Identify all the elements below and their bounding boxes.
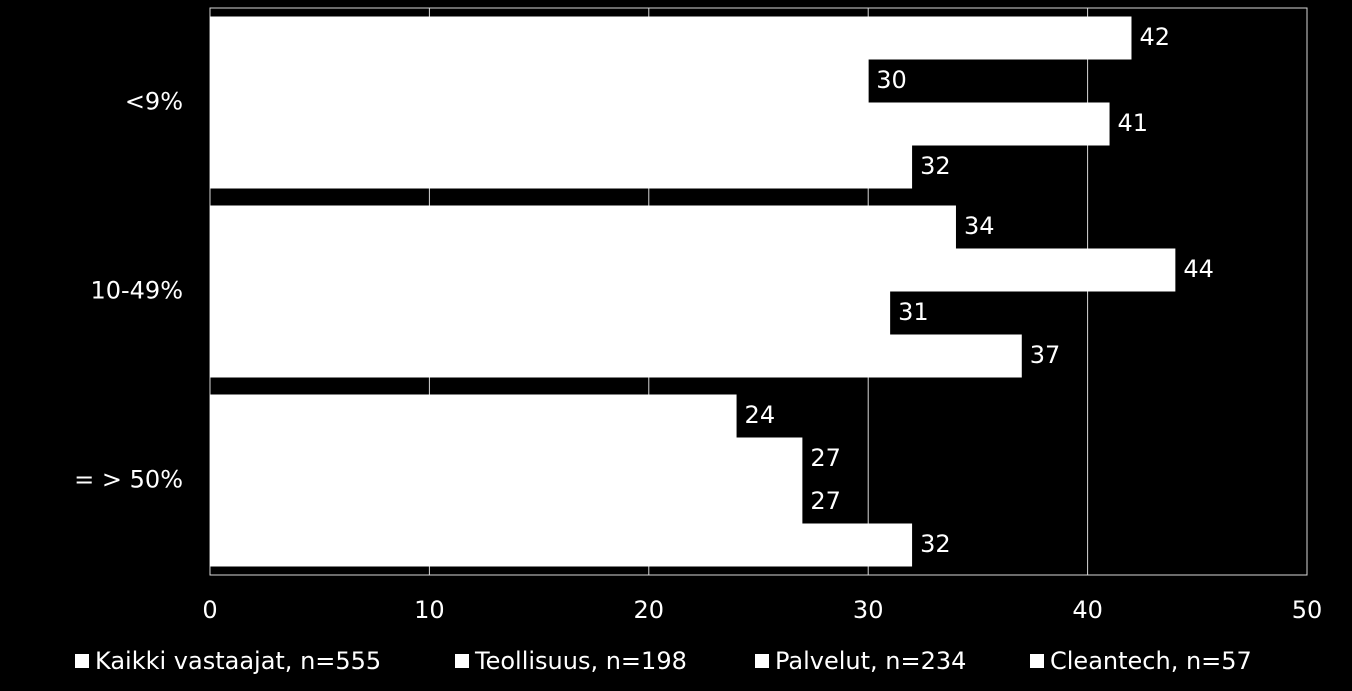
bar [210, 334, 1022, 378]
legend-label: Teollisuus, n=198 [474, 647, 687, 675]
data-label: 24 [745, 401, 776, 429]
bar [210, 523, 913, 567]
data-label: 32 [920, 530, 951, 558]
bar [210, 394, 737, 438]
data-label: 34 [964, 212, 995, 240]
bar [210, 102, 1110, 146]
data-label: 31 [898, 298, 929, 326]
legend-label: Kaikki vastaajat, n=555 [95, 647, 381, 675]
y-tick-label: = > 50% [74, 466, 183, 494]
data-label: 37 [1030, 341, 1061, 369]
bar [210, 205, 956, 249]
bar [210, 291, 891, 335]
data-label: 32 [920, 152, 951, 180]
x-tick-label: 0 [202, 596, 217, 624]
bar [210, 145, 913, 189]
data-label: 27 [810, 487, 841, 515]
data-label: 44 [1183, 255, 1214, 283]
legend-label: Palvelut, n=234 [775, 647, 966, 675]
bar [210, 16, 1132, 60]
x-tick-label: 40 [1072, 596, 1103, 624]
y-tick-label: <9% [125, 88, 183, 116]
x-tick-label: 50 [1292, 596, 1323, 624]
bar [210, 437, 803, 481]
x-tick-label: 10 [414, 596, 445, 624]
x-tick-label: 30 [853, 596, 884, 624]
data-label: 30 [876, 66, 907, 94]
x-tick-label: 20 [634, 596, 665, 624]
y-tick-label: 10-49% [90, 277, 183, 305]
legend-marker [455, 654, 469, 668]
bar [210, 59, 869, 103]
legend-label: Cleantech, n=57 [1050, 647, 1252, 675]
legend-marker [1030, 654, 1044, 668]
legend-marker [75, 654, 89, 668]
bar [210, 248, 1176, 292]
data-label: 27 [810, 444, 841, 472]
bar [210, 480, 803, 524]
data-label: 41 [1118, 109, 1149, 137]
legend-marker [755, 654, 769, 668]
data-label: 42 [1139, 23, 1170, 51]
